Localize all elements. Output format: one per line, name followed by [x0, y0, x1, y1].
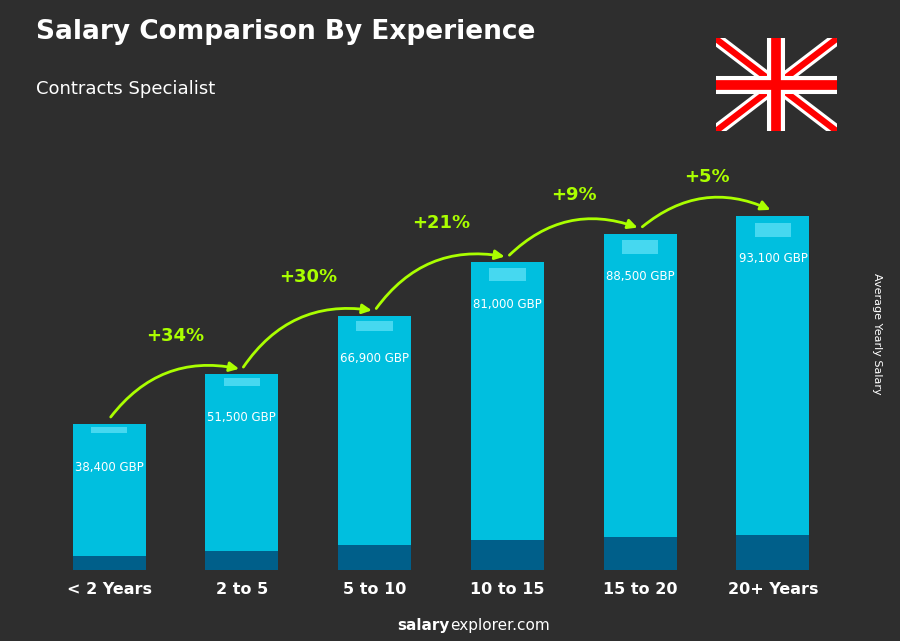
Text: +9%: +9%	[551, 186, 597, 204]
Text: 93,100 GBP: 93,100 GBP	[739, 253, 807, 265]
Bar	[338, 545, 411, 570]
Bar	[604, 537, 677, 570]
Bar	[223, 378, 260, 387]
Text: +34%: +34%	[147, 327, 204, 345]
Text: 66,900 GBP: 66,900 GBP	[340, 352, 410, 365]
Bar	[489, 269, 526, 281]
Text: +5%: +5%	[684, 169, 729, 187]
Bar	[73, 556, 146, 570]
Bar	[356, 321, 393, 331]
Text: salary: salary	[398, 618, 450, 633]
Bar	[755, 223, 791, 237]
Bar	[736, 535, 809, 570]
Text: explorer.com: explorer.com	[450, 618, 550, 633]
Bar	[471, 262, 544, 570]
Bar	[73, 424, 146, 570]
Text: 88,500 GBP: 88,500 GBP	[606, 270, 674, 283]
Bar	[91, 428, 127, 433]
Text: Contracts Specialist: Contracts Specialist	[36, 80, 215, 98]
Text: +21%: +21%	[412, 214, 470, 233]
Text: Average Yearly Salary: Average Yearly Salary	[872, 272, 883, 394]
Bar	[736, 216, 809, 570]
Text: 81,000 GBP: 81,000 GBP	[473, 299, 542, 312]
Bar	[604, 234, 677, 570]
Text: 38,400 GBP: 38,400 GBP	[75, 461, 143, 474]
Text: 51,500 GBP: 51,500 GBP	[207, 411, 276, 424]
Bar	[471, 540, 544, 570]
Bar	[205, 374, 278, 570]
Text: Salary Comparison By Experience: Salary Comparison By Experience	[36, 19, 536, 46]
Text: +30%: +30%	[279, 268, 338, 286]
Bar	[338, 316, 411, 570]
Bar	[622, 240, 659, 254]
Bar	[205, 551, 278, 570]
